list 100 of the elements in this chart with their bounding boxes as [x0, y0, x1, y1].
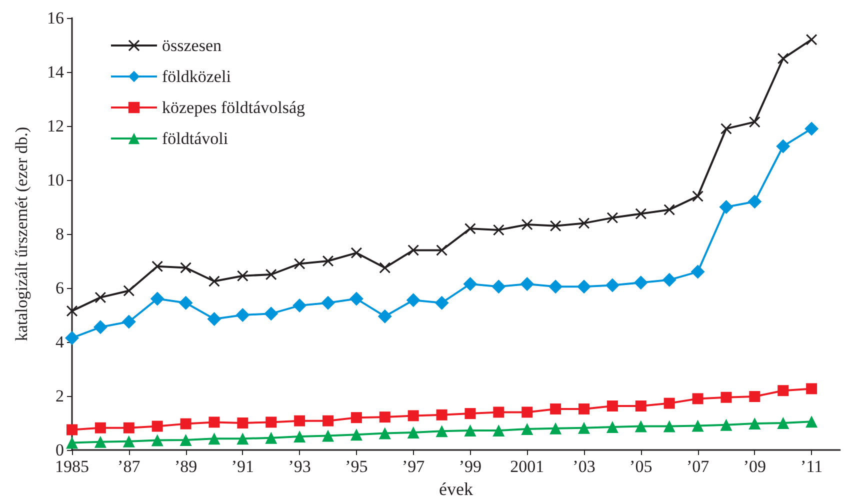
point: [464, 223, 476, 234]
point: [266, 269, 277, 280]
legend-label: földközeli: [162, 67, 232, 86]
point: [522, 219, 533, 230]
point: [777, 417, 790, 429]
point: [635, 208, 646, 220]
point: [550, 403, 562, 414]
point: [94, 436, 106, 448]
point: [776, 139, 790, 154]
point: [692, 393, 704, 404]
point: [207, 312, 222, 326]
point: [663, 420, 676, 432]
point: [294, 430, 306, 442]
point: [550, 422, 562, 434]
point: [264, 306, 278, 321]
point: [294, 258, 306, 270]
point: [350, 412, 362, 424]
x-tick-label: ’95: [345, 457, 368, 476]
point: [407, 426, 420, 438]
point: [122, 435, 135, 448]
x-axis-title: évek: [439, 479, 473, 499]
y-tick-label: 14: [47, 62, 64, 82]
y-tick-label: 16: [47, 8, 64, 28]
point: [720, 418, 732, 431]
point: [635, 400, 646, 412]
point: [778, 385, 789, 396]
point: [578, 403, 590, 414]
x-tick-label: ’99: [458, 457, 482, 476]
y-tick-label: 10: [47, 170, 64, 190]
point: [493, 406, 504, 418]
point: [378, 309, 392, 324]
point: [806, 34, 818, 46]
point: [66, 424, 78, 436]
y-tick-label: 2: [56, 386, 64, 406]
point: [749, 391, 760, 402]
point: [93, 320, 108, 334]
point: [379, 412, 390, 423]
point: [493, 224, 504, 236]
point: [577, 280, 591, 294]
x-tick-label: ’93: [288, 457, 311, 476]
point: [492, 280, 506, 294]
point: [778, 53, 789, 64]
point: [690, 264, 705, 279]
point: [634, 420, 647, 432]
point: [66, 305, 78, 316]
point: [664, 204, 675, 216]
point: [492, 424, 505, 437]
x-tick-label: ’97: [402, 457, 426, 476]
point: [520, 276, 534, 291]
point: [548, 280, 563, 294]
point: [122, 314, 136, 329]
point: [150, 292, 164, 306]
point: [749, 116, 760, 128]
point: [151, 434, 164, 446]
point: [123, 285, 134, 296]
point: [94, 422, 106, 434]
y-tick-label: 4: [56, 332, 64, 352]
point: [322, 415, 334, 426]
point: [804, 122, 819, 136]
point: [662, 272, 676, 287]
legend-label: közepes földtávolság: [162, 98, 306, 117]
point: [578, 422, 590, 434]
point: [321, 296, 335, 310]
point: [606, 400, 618, 412]
legend-label: földtávoli: [162, 129, 228, 148]
x-tick-label: ’87: [118, 457, 141, 476]
y-tick-label: 8: [56, 224, 64, 244]
point: [521, 422, 534, 435]
point: [180, 418, 192, 430]
point: [719, 200, 734, 214]
point: [806, 383, 818, 394]
y-tick-label: 12: [47, 116, 64, 136]
point: [266, 416, 277, 428]
point: [180, 262, 192, 274]
point: [436, 425, 448, 438]
point: [464, 408, 476, 420]
x-tick-label: ’91: [231, 457, 254, 476]
point: [237, 270, 248, 282]
point: [378, 427, 391, 440]
point: [522, 406, 533, 418]
point: [606, 421, 618, 434]
x-tick-label: ’03: [572, 457, 596, 476]
point: [208, 276, 220, 287]
point: [322, 430, 334, 442]
point: [436, 409, 448, 420]
point: [265, 432, 278, 444]
point: [208, 416, 220, 428]
x-tick-label: ’05: [630, 457, 652, 476]
point: [634, 276, 648, 290]
point: [664, 398, 675, 409]
point: [406, 293, 420, 308]
point: [578, 218, 590, 229]
point: [322, 256, 334, 266]
point: [152, 420, 163, 432]
point: [720, 123, 732, 134]
x-tick-label: ’11: [800, 457, 823, 476]
point: [464, 424, 476, 437]
point: [123, 422, 134, 434]
point: [748, 194, 762, 209]
point: [436, 244, 448, 256]
